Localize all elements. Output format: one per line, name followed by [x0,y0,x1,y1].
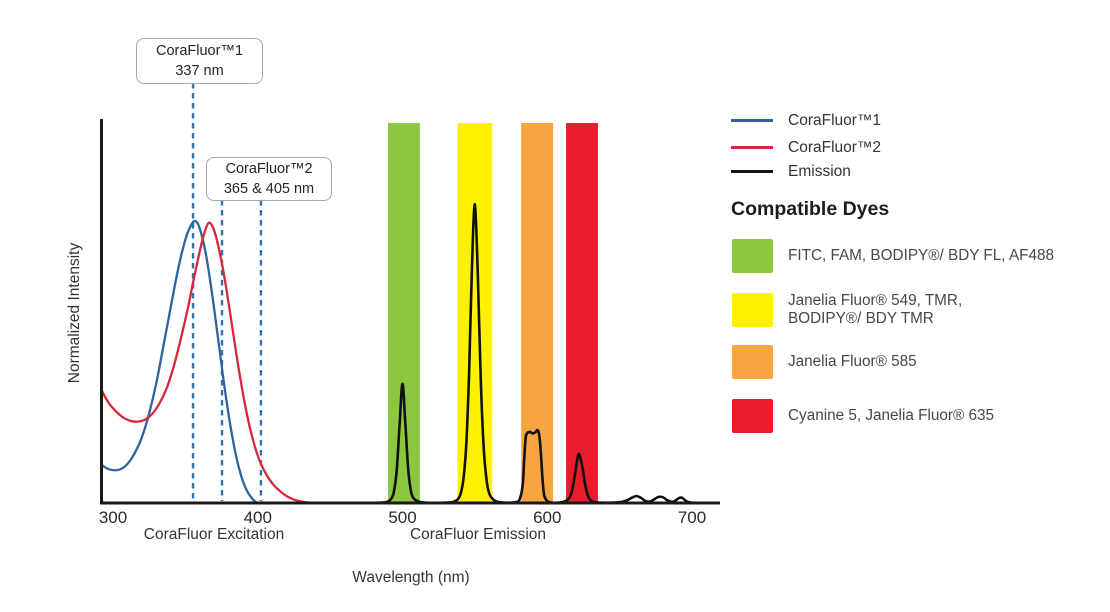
legend-panel: CoraFluor™1 CoraFluor™2 Emission [731,107,881,182]
dye-label: FITC, FAM, BODIPY®/ BDY FL, AF488 [788,247,1054,265]
x-section-label-emission: CoraFluor Emission [409,526,547,543]
compatible-dyes-panel: FITC, FAM, BODIPY®/ BDY FL, AF488 Janelia… [732,239,1054,452]
legend-line-swatch [731,119,773,122]
legend-label: CoraFluor™2 [788,138,882,156]
y-axis-label: Normalized Intensity [66,242,83,384]
legend-item: CoraFluor™2 [731,134,881,161]
dye-label: Janelia Fluor® 585 [788,353,917,371]
dye-swatch-orange-filter [732,345,773,380]
dye-label-line: Janelia Fluor® 549, TMR, [788,292,963,309]
x-tick-600: 600 [533,508,561,527]
callout-corafluor1-title: CoraFluor™1 [155,43,244,59]
callout-corafluor1: CoraFluor™1 337 nm [136,38,263,84]
dye-label: Janelia Fluor® 549, TMR, BODIPY®/ BDY TMR [788,292,962,328]
legend-label: Emission [788,162,851,180]
legend-item: Emission [731,161,881,182]
dye-label: Cyanine 5, Janelia Fluor® 635 [788,407,994,425]
callout-corafluor1-value: 337 nm [175,63,224,79]
x-tick-500: 500 [388,508,416,527]
dye-label-line: Cyanine 5, Janelia Fluor® 635 [788,407,995,425]
legend-item: CoraFluor™1 [731,107,881,134]
curve-corafluor2-excitation [100,221,317,505]
dye-swatch-yellow-filter [732,293,773,328]
x-tick-300: 300 [99,508,127,527]
legend-line-swatch [731,170,773,173]
x-tick-400: 400 [244,508,272,527]
compatible-dyes-heading: Compatible Dyes [731,198,890,220]
legend-label: CoraFluor™1 [788,111,882,129]
x-axis-label: Wavelength (nm) [352,569,470,586]
x-section-label-excitation: CoraFluor Excitation [143,526,285,543]
callout-corafluor2: CoraFluor™2 365 & 405 nm [206,157,332,201]
callout-corafluor2-value: 365 & 405 nm [223,181,315,197]
legend-line-swatch [731,146,773,149]
band-yellow [457,123,493,503]
dye-swatch-green-filter [732,239,773,273]
dye-swatch-red-filter [732,399,773,434]
band-red [566,123,598,503]
x-tick-700: 700 [678,508,706,527]
callout-corafluor2-title: CoraFluor™2 [225,161,313,177]
dye-label-line: FITC, FAM, BODIPY®/ BDY FL, AF488 [788,246,1055,264]
dye-item-orange-filter: Janelia Fluor® 585 [732,345,1054,380]
dye-label-line: BODIPY®/ BDY TMR [788,310,934,328]
dye-item-green-filter: FITC, FAM, BODIPY®/ BDY FL, AF488 [732,239,1054,273]
curve-corafluor1-excitation [100,219,259,505]
band-green [388,123,420,503]
dye-item-red-filter: Cyanine 5, Janelia Fluor® 635 [732,399,1054,434]
dye-item-yellow-filter: Janelia Fluor® 549, TMR, BODIPY®/ BDY TMR [732,292,1054,328]
dye-label-line: Janelia Fluor® 585 [788,353,917,371]
